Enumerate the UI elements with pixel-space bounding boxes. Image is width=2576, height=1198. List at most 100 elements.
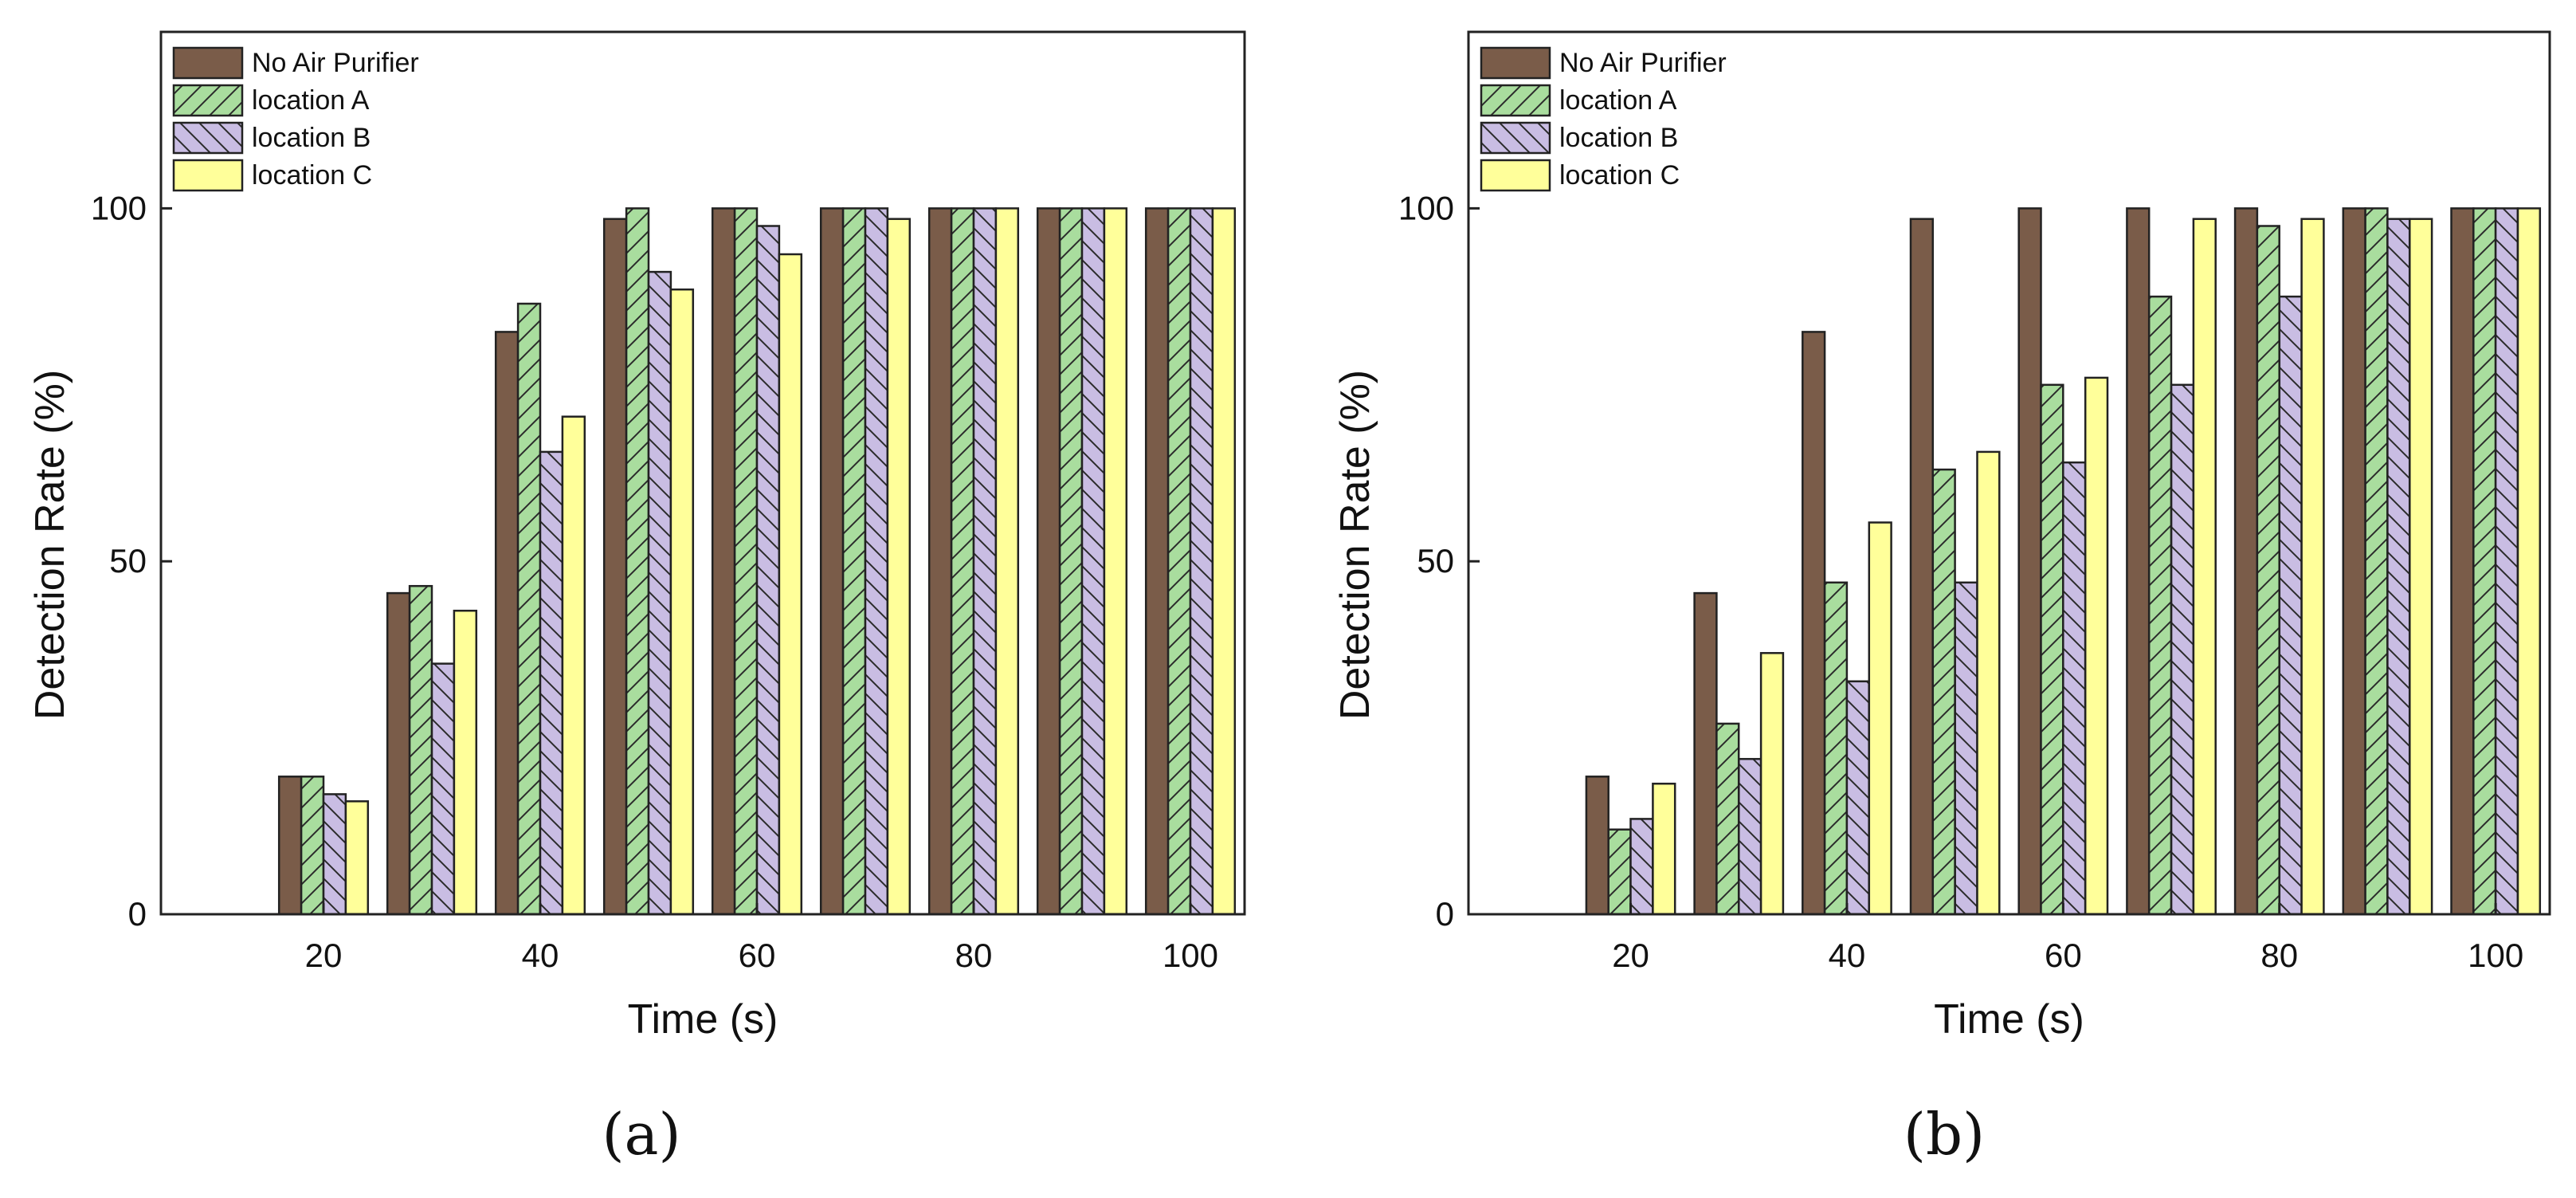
- chart2-legend-label-no-air-purifier: No Air Purifier: [1559, 48, 1727, 78]
- chart2-bar-location-c-80: [2300, 218, 2325, 916]
- chart1-bar-location-b-70: [864, 207, 889, 916]
- chart2-bar-location-c-60: [2084, 376, 2109, 916]
- chart2-bar-location-b-30: [1738, 757, 1762, 916]
- chart2-xtick-label-20: 20: [1612, 937, 1649, 974]
- chart2-bar-location-a-90: [2364, 207, 2389, 916]
- chart2-panel-label: (b): [1904, 1101, 1985, 1168]
- chart1-bar-location-b-20: [322, 793, 347, 916]
- chart1-plot-frame: [159, 30, 1246, 916]
- chart1-bar-location-b-80: [972, 207, 998, 916]
- chart2-bar-no-air-purifier-70: [2126, 207, 2151, 916]
- chart1-bar-no-air-purifier-20: [277, 776, 303, 916]
- chart1-bar-no-air-purifier-40: [494, 331, 520, 916]
- chart1-bar-no-air-purifier-60: [711, 207, 736, 916]
- chart2-bar-location-a-30: [1715, 722, 1740, 916]
- chart2-bar-location-b-80: [2278, 295, 2303, 916]
- chart2-legend-swatch-location-c: [1480, 159, 1551, 192]
- chart2-bar-location-c-100: [2516, 207, 2542, 916]
- chart1-bar-location-a-50: [625, 207, 650, 916]
- chart1-bar-location-b-30: [430, 662, 456, 916]
- chart2-legend-swatch-location-a: [1480, 84, 1551, 117]
- chart2-legend-swatch-location-b: [1480, 121, 1551, 155]
- chart2-bar-no-air-purifier-100: [2450, 207, 2475, 916]
- chart1-ytick-label-100: 100: [91, 189, 147, 226]
- chart1-bar-location-c-50: [669, 288, 695, 916]
- chart2-bar-location-b-70: [2170, 383, 2195, 916]
- chart1-bar-location-c-60: [778, 253, 803, 916]
- chart1-bar-location-a-70: [841, 207, 867, 916]
- chart2-legend-label-location-c: location C: [1559, 160, 1680, 191]
- chart2-bar-location-b-50: [1954, 581, 1978, 916]
- chart2-ytick-label-50: 50: [1417, 542, 1454, 579]
- chart2-bar-location-a-40: [1823, 581, 1849, 916]
- chart2-bar-location-c-20: [1652, 782, 1676, 916]
- chart2-legend-swatch-no-air-purifier: [1480, 46, 1551, 80]
- chart1-legend-label-no-air-purifier: No Air Purifier: [252, 48, 419, 78]
- chart1-bar-no-air-purifier-50: [602, 218, 628, 916]
- chart2-bar-no-air-purifier-80: [2233, 207, 2259, 916]
- chart2-yaxis-title: Detection Rate (%): [1332, 370, 1378, 720]
- chart1-bar-no-air-purifier-30: [386, 591, 411, 916]
- chart2-bar-no-air-purifier-90: [2342, 207, 2366, 916]
- chart2-bar-no-air-purifier-60: [2017, 207, 2042, 916]
- chart2-bar-no-air-purifier-20: [1585, 776, 1610, 916]
- chart1-bar-location-c-20: [344, 800, 370, 916]
- chart1-legend-label-location-a: location A: [252, 85, 370, 116]
- chart1-bar-location-a-20: [300, 776, 325, 916]
- chart2-bar-location-b-100: [2494, 207, 2519, 916]
- chart2-legend-label-location-b: location B: [1559, 123, 1678, 153]
- chart2-bar-no-air-purifier-50: [1909, 218, 1935, 916]
- chart2-ytick-label-0: 0: [1436, 895, 1454, 933]
- chart1-bar-location-a-40: [516, 302, 542, 916]
- chart2-plot-frame: [1467, 30, 2551, 916]
- chart1-xtick-label-40: 40: [522, 937, 559, 974]
- chart1-bar-location-a-90: [1058, 207, 1084, 916]
- chart2-bar-location-a-80: [2256, 225, 2280, 916]
- chart1-bar-location-a-80: [950, 207, 975, 916]
- chart2-xaxis-title: Time (s): [1934, 996, 2084, 1043]
- chart1-bar-location-c-30: [453, 609, 478, 916]
- chart1-bar-location-b-60: [755, 225, 781, 916]
- chart1-xtick-label-100: 100: [1163, 937, 1218, 974]
- chart-panel-b: 0 50 100 20 40 60 80 100 Time (s) Detection Rate …: [1332, 30, 2551, 1168]
- chart1-legend-swatch-no-air-purifier: [172, 46, 244, 80]
- chart1-bar-location-c-100: [1211, 207, 1237, 916]
- chart1-legend-swatch-location-a: [172, 84, 244, 117]
- chart2-bar-location-c-70: [2192, 218, 2217, 916]
- chart2-bar-location-c-40: [1868, 521, 1892, 916]
- chart1-bar-location-b-50: [647, 270, 672, 916]
- chart2-xtick-label-40: 40: [1829, 937, 1866, 974]
- chart1-xtick-label-60: 60: [739, 937, 776, 974]
- chart1-bar-location-c-90: [1103, 207, 1128, 916]
- chart2-bar-no-air-purifier-40: [1802, 331, 1826, 916]
- chart1-legend-label-location-c: location C: [252, 160, 372, 191]
- chart-panel-a: 0 50 100 20 40 60 80 100 Time (s) Detection Rate …: [27, 30, 1246, 1168]
- chart1-xtick-label-20: 20: [305, 937, 343, 974]
- chart2-bar-location-c-30: [1759, 652, 1785, 916]
- chart1-bar-location-a-100: [1166, 207, 1192, 916]
- chart1-panel-label: (a): [602, 1101, 680, 1168]
- chart2-bar-location-c-90: [2409, 218, 2433, 916]
- chart1-bar-location-b-90: [1080, 207, 1106, 916]
- chart2-bar-location-a-60: [2040, 383, 2064, 916]
- chart1-xtick-label-80: 80: [955, 937, 993, 974]
- chart2-bar-location-b-40: [1845, 680, 1870, 916]
- chart1-legend-swatch-location-b: [172, 121, 244, 155]
- chart1-ytick-label-50: 50: [109, 542, 147, 579]
- chart1-legend-swatch-location-c: [172, 159, 244, 192]
- chart2-bar-location-b-60: [2062, 461, 2087, 916]
- chart1-bar-location-b-40: [539, 450, 564, 916]
- chart1-bar-location-c-40: [561, 415, 586, 916]
- chart2-ytick-label-100: 100: [1398, 189, 1454, 226]
- chart1-bar-location-a-60: [733, 207, 759, 916]
- chart2-bar-location-c-50: [1976, 450, 2001, 916]
- chart2-xtick-label-60: 60: [2045, 937, 2082, 974]
- chart2-bar-location-a-50: [1931, 468, 1956, 916]
- chart1-bar-location-b-100: [1189, 207, 1214, 916]
- chart2-legend-label-location-a: location A: [1559, 85, 1677, 116]
- chart1-bar-no-air-purifier-80: [927, 207, 953, 916]
- chart1-ytick-label-0: 0: [128, 895, 147, 933]
- chart1-yaxis-title: Detection Rate (%): [27, 370, 73, 720]
